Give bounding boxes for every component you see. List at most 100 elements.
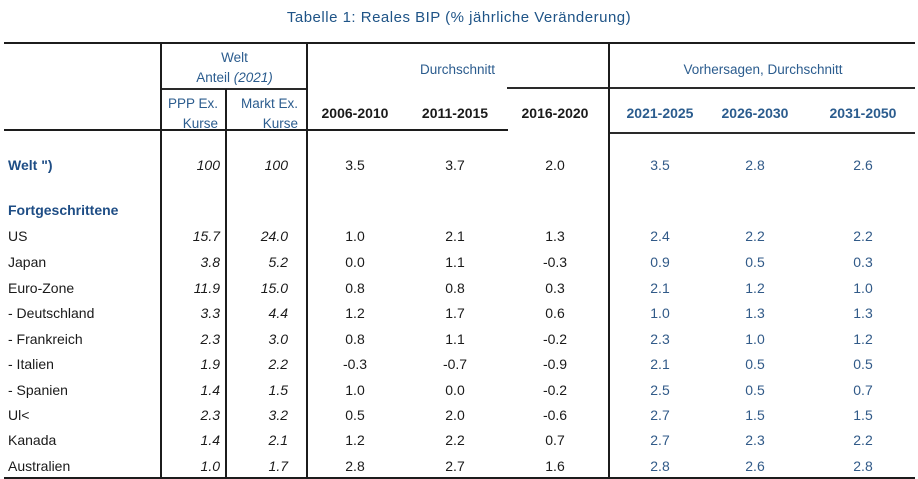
header-bottom-rule-left [4, 129, 508, 131]
col-header-ppp-ex-kurse: PPP Ex. Kurse [167, 96, 218, 131]
cell-2021-2025: 2.7 [650, 432, 670, 448]
cell-ppp-ex-kurse: 15.7 [192, 228, 220, 244]
row-label: Fortgeschrittene [8, 202, 119, 218]
cell-markt-ex-kurse: 1.7 [268, 458, 288, 474]
cell-ppp-ex-kurse: 100 [196, 157, 220, 173]
cell-2026-2030: 1.2 [745, 280, 765, 296]
cell-2031-2050: 2.8 [853, 458, 873, 474]
cell-markt-ex-kurse: 2.1 [268, 432, 288, 448]
col-header-2016-2020: 2016-2020 [521, 105, 589, 121]
welt-group-line1: Welt [221, 50, 248, 65]
cell-2006-2010: 0.8 [345, 331, 365, 347]
table-row: Australien 1.0 1.7 2.8 2.7 1.6 2.8 2.6 2.8 [0, 458, 918, 476]
table-row: Fortgeschrittene [0, 202, 918, 220]
cell-ppp-ex-kurse: 1.0 [200, 458, 220, 474]
cell-ppp-ex-kurse: 2.3 [200, 407, 220, 423]
divider-markt-avg [306, 42, 308, 477]
cell-markt-ex-kurse: 3.0 [268, 331, 288, 347]
row-label: Welt ") [8, 157, 53, 173]
cell-2026-2030: 0.5 [745, 356, 765, 372]
table-row: Euro-Zone 11.9 15.0 0.8 0.8 0.3 2.1 1.2 1.0 [0, 280, 918, 298]
cell-2021-2025: 2.8 [650, 458, 670, 474]
cell-2011-2015: 0.0 [445, 382, 465, 398]
cell-markt-ex-kurse: 15.0 [260, 280, 288, 296]
cell-2016-2020: -0.2 [542, 382, 568, 398]
cell-2026-2030: 0.5 [745, 382, 765, 398]
cell-2031-2050: 2.2 [853, 228, 873, 244]
cell-2031-2050: 2.6 [853, 157, 873, 173]
table-row: - Italien 1.9 2.2 -0.3 -0.7 -0.9 2.1 0.5 0.5 [0, 356, 918, 374]
row-label: Ul< [8, 407, 30, 423]
cell-2016-2020: 2.0 [545, 157, 565, 173]
cell-2006-2010: 0.0 [345, 254, 365, 270]
cell-2031-2050: 0.7 [853, 382, 873, 398]
cell-2031-2050: 2.2 [853, 432, 873, 448]
cell-2016-2020: 1.3 [545, 228, 565, 244]
cell-ppp-ex-kurse: 1.4 [200, 382, 220, 398]
cell-2021-2025: 2.3 [650, 331, 670, 347]
cell-2011-2015: -0.7 [442, 356, 468, 372]
divider-ppp-markt [225, 89, 227, 477]
cell-2026-2030: 2.2 [745, 228, 765, 244]
table-row: - Deutschland 3.3 4.4 1.2 1.7 0.6 1.0 1.3 1.3 [0, 305, 918, 323]
cell-2006-2010: 1.2 [345, 305, 365, 321]
cell-2031-2050: 1.0 [853, 280, 873, 296]
welt-group-underline [162, 88, 307, 90]
cell-2026-2030: 1.3 [745, 305, 765, 321]
row-label: Kanada [8, 432, 57, 448]
table-row: Welt ") 100 100 3.5 3.7 2.0 3.5 2.8 2.6 [0, 157, 918, 175]
cell-2016-2020: -0.6 [542, 407, 568, 423]
cell-markt-ex-kurse: 5.2 [268, 254, 288, 270]
row-label: - Deutschland [8, 305, 95, 321]
col-group-vorhersagen: Vorhersagen, Durchschnitt [683, 62, 843, 77]
cell-2016-2020: 0.3 [545, 280, 565, 296]
row-label: US [8, 228, 28, 244]
cell-2031-2050: 1.3 [853, 305, 873, 321]
row-label: Japan [8, 254, 47, 270]
cell-markt-ex-kurse: 3.2 [268, 407, 288, 423]
col-group-welt-anteil: Welt Anteil (2021) [162, 48, 307, 87]
cell-markt-ex-kurse: 4.4 [268, 305, 288, 321]
cell-2006-2010: 2.8 [345, 458, 365, 474]
cell-2011-2015: 1.1 [445, 331, 465, 347]
col-group-durchschnitt: Durchschnitt [419, 62, 496, 77]
row-label: - Frankreich [8, 331, 83, 347]
table-row: US 15.7 24.0 1.0 2.1 1.3 2.4 2.2 2.2 [0, 228, 918, 246]
header-bottom-rule-right [608, 132, 915, 134]
cell-2006-2010: 0.8 [345, 280, 365, 296]
cell-2011-2015: 2.7 [445, 458, 465, 474]
cell-2031-2050: 0.3 [853, 254, 873, 270]
table-row: Kanada 1.4 2.1 1.2 2.2 0.7 2.7 2.3 2.2 [0, 432, 918, 450]
cell-2026-2030: 2.6 [745, 458, 765, 474]
col-header-markt-ex-kurse: Markt Ex. Kurse [240, 96, 298, 131]
cell-2031-2050: 0.5 [853, 356, 873, 372]
cell-2026-2030: 2.8 [745, 157, 765, 173]
col-header-2031-2050: 2031-2050 [829, 105, 897, 121]
cell-ppp-ex-kurse: 1.4 [200, 432, 220, 448]
cell-2021-2025: 0.9 [650, 254, 670, 270]
cell-2006-2010: 0.5 [345, 407, 365, 423]
table-title: Tabelle 1: Reales BIP (% jährliche Verän… [286, 9, 632, 26]
welt-group-line2: Anteil (2021) [196, 69, 273, 85]
cell-2026-2030: 2.3 [745, 432, 765, 448]
table-row: - Frankreich 2.3 3.0 0.8 1.1 -0.2 2.3 1.0 1.2 [0, 331, 918, 349]
cell-ppp-ex-kurse: 3.3 [200, 305, 220, 321]
cell-2011-2015: 0.8 [445, 280, 465, 296]
cell-2021-2025: 2.5 [650, 382, 670, 398]
cell-2021-2025: 2.4 [650, 228, 670, 244]
cell-markt-ex-kurse: 2.2 [268, 356, 288, 372]
cell-2031-2050: 1.5 [853, 407, 873, 423]
cell-2026-2030: 1.0 [745, 331, 765, 347]
cell-2011-2015: 2.0 [445, 407, 465, 423]
cell-2006-2010: 3.5 [345, 157, 365, 173]
cell-2016-2020: -0.2 [542, 331, 568, 347]
right-group-underline [507, 87, 915, 89]
cell-markt-ex-kurse: 100 [264, 157, 288, 173]
cell-2021-2025: 1.0 [650, 305, 670, 321]
cell-2006-2010: 1.0 [345, 228, 365, 244]
cell-2031-2050: 1.2 [853, 331, 873, 347]
cell-2021-2025: 3.5 [650, 157, 670, 173]
cell-2021-2025: 2.7 [650, 407, 670, 423]
